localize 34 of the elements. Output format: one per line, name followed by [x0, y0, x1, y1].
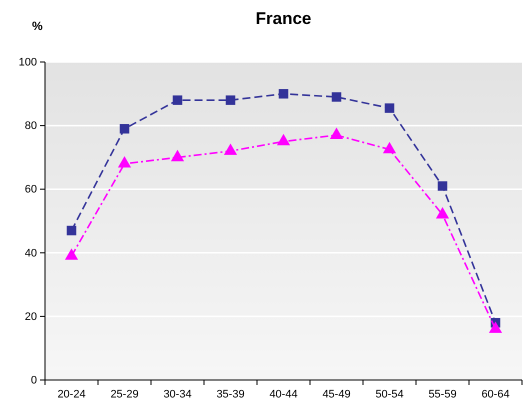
point — [66, 226, 76, 236]
x-tick-label: 20-24 — [57, 388, 86, 400]
point — [330, 128, 344, 139]
chart-title: France — [256, 9, 312, 28]
point — [488, 322, 502, 333]
point — [118, 156, 132, 168]
x-tick-label: 25-29 — [110, 388, 139, 400]
y-tick-label: 40 — [24, 247, 37, 260]
y-tick-label: 20 — [24, 310, 37, 323]
point — [276, 134, 290, 146]
point — [384, 103, 394, 113]
point — [436, 207, 450, 218]
point — [172, 95, 182, 105]
point — [64, 248, 78, 260]
y-tick-label: 60 — [24, 184, 37, 196]
x-tick-label: 45-49 — [322, 388, 351, 400]
x-tick-label: 55-59 — [428, 388, 457, 400]
point — [332, 92, 342, 102]
point — [438, 181, 448, 191]
x-tick-label: 50-54 — [375, 388, 404, 400]
point — [382, 142, 396, 154]
y-axis-title: % — [32, 19, 43, 33]
point — [226, 95, 236, 105]
x-tick-label: 35-39 — [216, 388, 245, 400]
y-tick-label: 0 — [30, 374, 37, 387]
y-tick-label: 80 — [24, 120, 37, 132]
x-tick-label: 40-44 — [269, 388, 298, 400]
point — [170, 150, 184, 162]
point — [224, 143, 238, 155]
x-tick-label: 60-64 — [481, 388, 510, 400]
x-tick-label: 30-34 — [163, 388, 192, 400]
point — [120, 124, 130, 134]
y-tick-label: 100 — [18, 56, 37, 69]
point — [278, 89, 288, 99]
